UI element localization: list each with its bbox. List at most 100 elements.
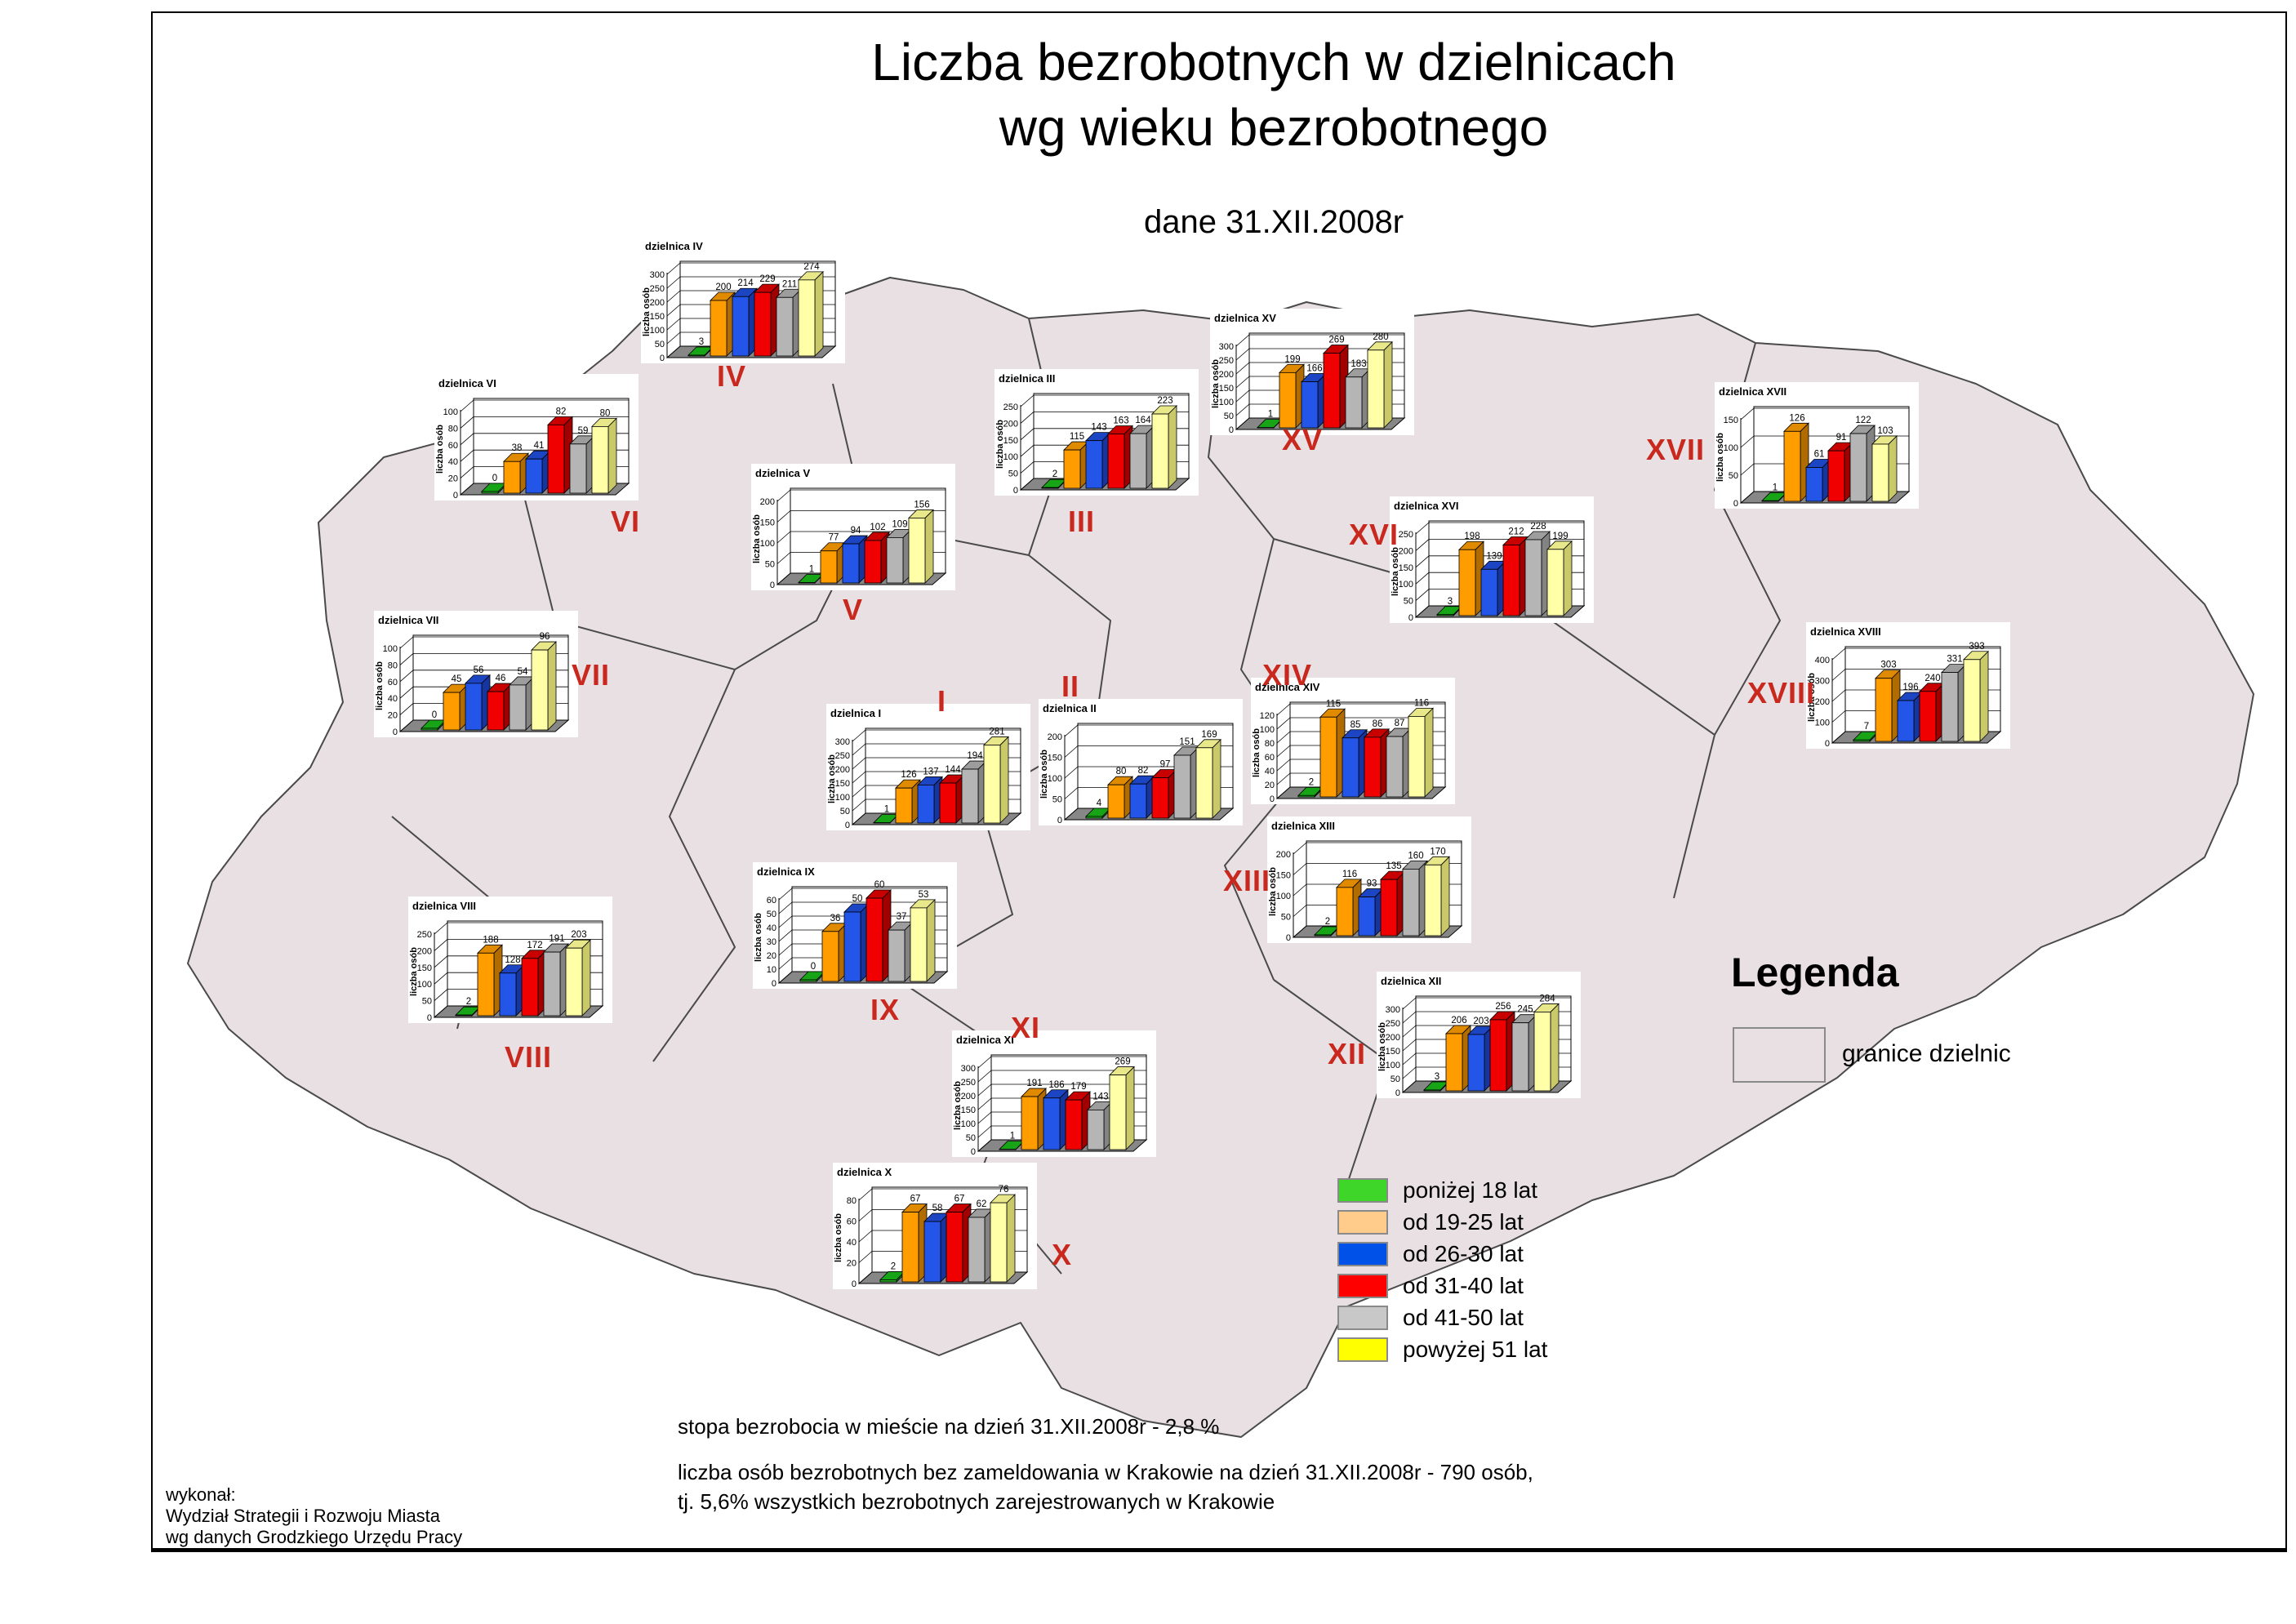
bar-XVII-6 [1871, 443, 1889, 502]
bar-value-label: 284 [1539, 994, 1555, 1003]
bar-IX-5 [888, 929, 905, 982]
bar-XIV-1 [1297, 794, 1315, 798]
district-numeral-XII: XII [1328, 1037, 1367, 1070]
y-tick-label: 40 [448, 457, 458, 467]
y-tick-label: 50 [1052, 795, 1062, 805]
chart-ylabel: liczba osób [754, 913, 763, 962]
y-tick-label: 120 [1260, 711, 1275, 721]
chart-svg-VIII: 0 50 100 150 200 250 2 188 128 172 191 203 dzielnica… [409, 900, 604, 1023]
bar-V-4 [864, 540, 882, 584]
chart-svg-XII: 0 50 100 150 200 250 300 3 206 203 256 245 284 dzieln… [1377, 975, 1573, 1098]
y-tick-label: 50 [840, 807, 850, 816]
bar-value-label: 46 [496, 674, 506, 683]
chart-ylabel: liczba osób [435, 425, 445, 474]
chart-title: dzielnica XII [1381, 975, 1441, 987]
bar-value-label: 179 [1070, 1082, 1086, 1092]
bar-value-label: 1 [1773, 483, 1778, 492]
district-chart-XIV: 0 20 40 60 80 100 120 2 115 85 86 87 116 dzielnica XI… [1251, 678, 1455, 804]
bar-XI-2 [1021, 1096, 1039, 1150]
bar-value-label: 122 [1855, 416, 1871, 425]
bar-value-label: 96 [540, 632, 550, 642]
chart-ylabel: liczba osób [953, 1081, 963, 1130]
chart-ylabel: liczba osób [1807, 673, 1817, 722]
bar-value-label: 135 [1386, 861, 1401, 871]
bar-XVII-2 [1783, 430, 1801, 502]
y-tick-label: 40 [388, 694, 398, 704]
bar-value-label: 3 [699, 337, 704, 347]
bar-value-label: 58 [932, 1204, 943, 1213]
y-tick-label: 150 [1003, 436, 1018, 446]
bar-XVI-1 [1436, 614, 1454, 616]
bar-value-label: 97 [1160, 760, 1171, 770]
bar-value-label: 191 [549, 934, 564, 944]
bar-VI-3 [525, 458, 543, 494]
y-tick-label: 80 [448, 424, 458, 434]
y-tick-label: 200 [961, 1092, 976, 1101]
bar-VIII-2 [477, 952, 495, 1017]
chart-title: dzielnica III [999, 372, 1055, 385]
credit-made-by: wykonał: [166, 1484, 236, 1505]
bar-XII-2 [1445, 1033, 1463, 1092]
bar-value-label: 170 [1430, 847, 1445, 856]
age-legend-item: od 26-30 lat [1337, 1238, 1547, 1270]
bar-value-label: 60 [874, 880, 885, 890]
bar-XVIII-4 [1919, 691, 1937, 742]
bar-value-label: 160 [1408, 851, 1423, 861]
bar-IX-2 [821, 931, 839, 982]
age-legend-label: powyżej 51 lat [1403, 1336, 1548, 1362]
bar-value-label: 169 [1201, 730, 1217, 740]
unregistered-note-line1: liczba osób bezrobotnych bez zameldowani… [678, 1460, 1533, 1484]
bar-value-label: 1 [1010, 1132, 1015, 1141]
y-tick-label: 100 [1815, 719, 1830, 728]
y-tick-label: 60 [1265, 753, 1275, 763]
chart-svg-XVI: 0 50 100 150 200 250 3 198 139 212 228 199 dzielnica… [1391, 500, 1586, 623]
bar-value-label: 143 [1092, 1092, 1108, 1101]
bar-XI-5 [1087, 1109, 1105, 1150]
bar-value-label: 186 [1048, 1080, 1064, 1090]
district-chart-II: 0 50 100 150 200 4 80 82 97 151 169 dzielnica II lic… [1039, 699, 1243, 825]
y-tick-label: 50 [1224, 412, 1234, 421]
bar-value-label: 203 [571, 930, 586, 940]
chart-ylabel: liczba osób [1252, 728, 1261, 777]
district-chart-VIII: 0 50 100 150 200 250 2 188 128 172 191 203 dzielnica… [408, 897, 612, 1023]
bar-value-label: 86 [1373, 719, 1383, 729]
chart-title: dzielnica X [837, 1166, 892, 1178]
y-tick-label: 150 [961, 1106, 976, 1115]
bar-I-5 [961, 768, 979, 824]
bar-value-label: 198 [1464, 532, 1479, 541]
chart-ylabel: liczba osób [1039, 750, 1049, 799]
bar-value-label: 93 [1367, 879, 1377, 889]
district-chart-IX: 0 10 20 30 40 50 60 0 36 50 60 37 53 dzielnica IX licz… [753, 862, 957, 989]
bar-V-1 [798, 582, 816, 584]
bar-IV-1 [687, 354, 705, 357]
bar-XIII-1 [1314, 934, 1332, 937]
age-legend-label: od 26-30 lat [1403, 1240, 1524, 1266]
bar-XV-5 [1345, 376, 1363, 429]
bar-value-label: 212 [1508, 527, 1524, 537]
y-tick-label: 40 [847, 1238, 857, 1248]
bar-XV-6 [1367, 349, 1385, 429]
age-legend-swatch [1337, 1177, 1388, 1203]
y-tick-label: 250 [650, 284, 665, 294]
district-numeral-XV: XV [1282, 423, 1324, 456]
bar-II-3 [1129, 783, 1147, 819]
bar-I-4 [939, 782, 957, 824]
bar-value-label: 269 [1115, 1057, 1130, 1067]
bar-VIII-5 [543, 951, 561, 1017]
y-tick-label: 300 [650, 270, 665, 280]
bar-value-label: 280 [1373, 332, 1388, 342]
y-tick-label: 0 [660, 354, 665, 363]
bar-value-label: 269 [1328, 336, 1344, 345]
age-legend-label: od 41-50 lat [1403, 1304, 1524, 1330]
y-tick-label: 200 [760, 497, 775, 507]
bar-value-label: 77 [829, 533, 839, 543]
y-tick-label: 300 [1219, 342, 1234, 352]
bar-XII-1 [1423, 1089, 1441, 1092]
y-tick-label: 200 [1276, 850, 1291, 860]
y-tick-label: 50 [765, 560, 775, 570]
y-tick-label: 100 [1260, 725, 1275, 735]
y-tick-label: 200 [835, 765, 850, 775]
y-tick-label: 200 [650, 298, 665, 308]
y-tick-label: 0 [971, 1147, 976, 1157]
bar-XIV-3 [1342, 737, 1359, 798]
